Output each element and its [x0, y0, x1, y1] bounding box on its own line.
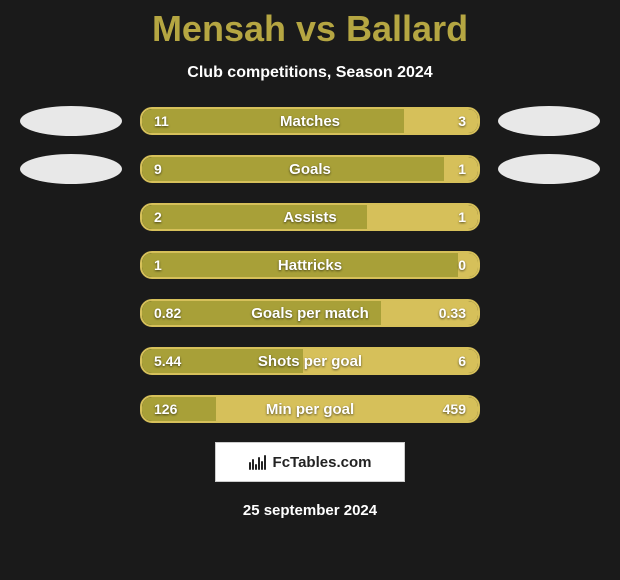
stat-bar: 2Assists1	[140, 203, 480, 231]
stat-bar: 126Min per goal459	[140, 395, 480, 423]
stat-row: 11Matches3	[0, 106, 620, 136]
stat-label: Goals per match	[142, 301, 478, 325]
stat-value-right: 0	[458, 253, 466, 277]
spacer	[498, 346, 600, 376]
chart-icon	[249, 454, 267, 470]
stat-bar: 1Hattricks0	[140, 251, 480, 279]
stat-value-right: 0.33	[439, 301, 466, 325]
stat-label: Shots per goal	[142, 349, 478, 373]
comparison-chart: 11Matches39Goals12Assists11Hattricks00.8…	[0, 106, 620, 424]
stat-bar: 11Matches3	[140, 107, 480, 135]
spacer	[20, 298, 122, 328]
spacer	[498, 298, 600, 328]
subtitle: Club competitions, Season 2024	[0, 64, 620, 82]
team-marker-left	[20, 154, 122, 184]
stat-bar: 0.82Goals per match0.33	[140, 299, 480, 327]
spacer	[20, 346, 122, 376]
stat-row: 9Goals1	[0, 154, 620, 184]
brand-badge[interactable]: FcTables.com	[215, 442, 405, 482]
spacer	[498, 250, 600, 280]
spacer	[498, 202, 600, 232]
stat-bar: 9Goals1	[140, 155, 480, 183]
stat-value-right: 3	[458, 109, 466, 133]
stat-value-right: 6	[458, 349, 466, 373]
stat-label: Min per goal	[142, 397, 478, 421]
stat-label: Assists	[142, 205, 478, 229]
team-marker-left	[20, 106, 122, 136]
stat-label: Goals	[142, 157, 478, 181]
stat-row: 1Hattricks0	[0, 250, 620, 280]
stat-row: 2Assists1	[0, 202, 620, 232]
stat-value-right: 1	[458, 157, 466, 181]
stat-bar: 5.44Shots per goal6	[140, 347, 480, 375]
stat-row: 5.44Shots per goal6	[0, 346, 620, 376]
brand-text: FcTables.com	[273, 454, 372, 471]
stat-value-right: 459	[443, 397, 466, 421]
team-marker-right	[498, 106, 600, 136]
team-marker-right	[498, 154, 600, 184]
spacer	[20, 202, 122, 232]
spacer	[20, 394, 122, 424]
stat-row: 0.82Goals per match0.33	[0, 298, 620, 328]
stat-value-right: 1	[458, 205, 466, 229]
stat-row: 126Min per goal459	[0, 394, 620, 424]
stat-label: Matches	[142, 109, 478, 133]
stat-label: Hattricks	[142, 253, 478, 277]
date-label: 25 september 2024	[0, 502, 620, 519]
spacer	[20, 250, 122, 280]
spacer	[498, 394, 600, 424]
page-title: Mensah vs Ballard	[0, 0, 620, 50]
